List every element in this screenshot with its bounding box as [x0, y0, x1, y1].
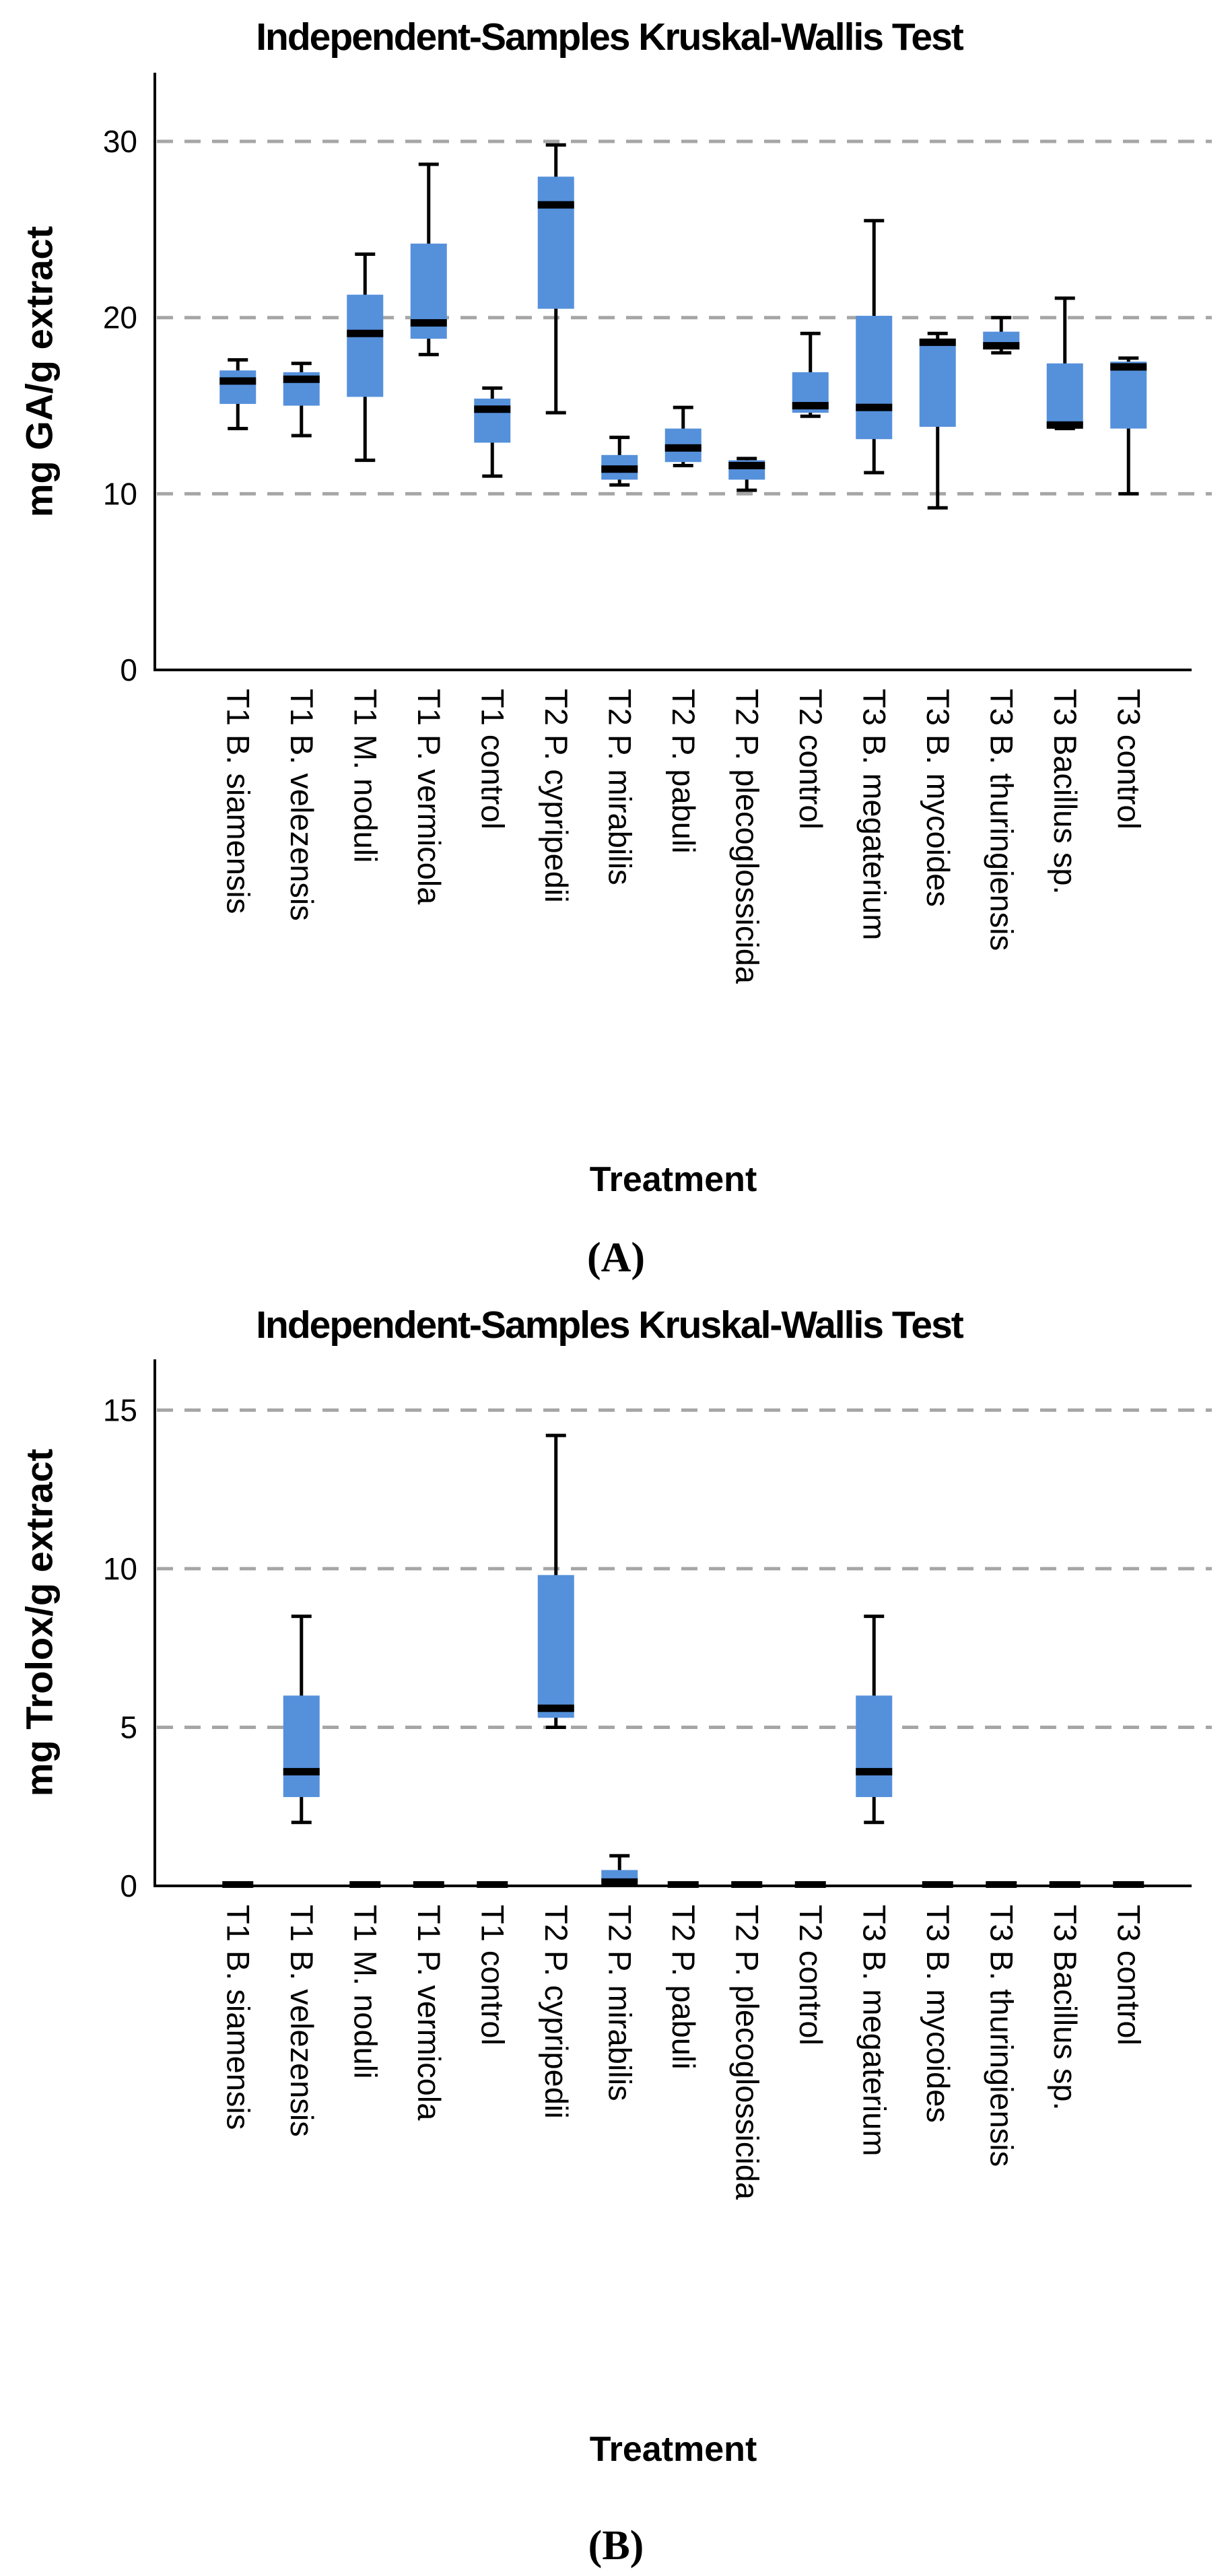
- flat-zero-dash: [667, 1881, 699, 1888]
- category-label: T2 control: [793, 689, 829, 829]
- y-tick-label: 5: [120, 1709, 137, 1744]
- iqr-box: [1046, 363, 1083, 427]
- median-line: [856, 1767, 893, 1775]
- boxplot-chart-B: 0 5 10 15 T1 B. siamensis T1 B. velezensis T1 …: [103, 1359, 1212, 2200]
- median-line: [983, 342, 1020, 350]
- median-line: [664, 444, 701, 452]
- category-label: T1 control: [475, 689, 510, 829]
- y-tick-label: 20: [103, 300, 137, 335]
- panel-A: 0 10 20 30 T1 B. siamensis T1 B. velezensis T1…: [18, 15, 1212, 1281]
- y-tick-label: 15: [103, 1392, 137, 1427]
- median-line: [919, 338, 956, 346]
- x-axis-title: Treatment: [589, 1160, 757, 1199]
- chart-title: Independent-Samples Kruskal-Wallis Test: [256, 1303, 964, 1347]
- category-label: T3 Bacillus sp.: [1048, 689, 1083, 895]
- median-line: [1110, 363, 1147, 371]
- iqr-box: [283, 1695, 320, 1798]
- y-axis-title: mg Trolox/g extract: [18, 1448, 61, 1797]
- iqr-box: [537, 1575, 574, 1718]
- median-line: [601, 1878, 638, 1886]
- y-tick-label: 30: [103, 124, 137, 159]
- y-tick-label: 10: [103, 476, 137, 511]
- category-label: T2 P. plecoglossicida: [729, 1905, 765, 2200]
- category-label: T3 B. mycoides: [920, 1905, 956, 2123]
- median-line: [347, 329, 384, 337]
- chart-title: Independent-Samples Kruskal-Wallis Test: [256, 15, 964, 59]
- flat-zero-dash: [477, 1881, 508, 1888]
- category-label: T1 B. velezensis: [284, 1905, 320, 2137]
- category-label: T1 B. velezensis: [284, 689, 320, 921]
- category-label: T1 P. vermicola: [411, 1905, 447, 2121]
- median-line: [283, 375, 320, 383]
- median-line: [537, 201, 574, 209]
- category-label: T3 control: [1111, 1905, 1147, 2045]
- category-label: T1 M. noduli: [347, 689, 383, 863]
- iqr-box: [919, 339, 956, 427]
- flat-zero-dash: [986, 1881, 1017, 1888]
- median-line: [856, 403, 893, 411]
- median-line: [219, 377, 256, 385]
- y-tick-label: 10: [103, 1551, 137, 1586]
- iqr-box: [347, 294, 384, 397]
- category-label: T3 B. megaterium: [856, 1905, 892, 2157]
- median-line: [410, 319, 447, 327]
- x-axis-title: Treatment: [589, 2430, 757, 2469]
- y-tick-label: 0: [120, 652, 137, 687]
- flat-zero-dash: [222, 1881, 254, 1888]
- category-label: T2 P. pabuli: [666, 689, 701, 854]
- iqr-box: [537, 176, 574, 309]
- iqr-box: [1110, 362, 1147, 429]
- category-label: T2 P. pabuli: [666, 1905, 701, 2070]
- panel-caption-a: (A): [586, 1235, 646, 1281]
- flat-zero-dash: [349, 1881, 381, 1888]
- iqr-box: [219, 370, 256, 404]
- median-line: [537, 1704, 574, 1712]
- category-label: T3 B. mycoides: [920, 689, 956, 907]
- category-label: T2 P. mirabilis: [602, 689, 638, 885]
- panel-B: 0 5 10 15 T1 B. siamensis T1 B. velezensis T1 …: [0, 1288, 1232, 2576]
- category-label: T1 M. noduli: [347, 1905, 383, 2079]
- flat-zero-dash: [1049, 1881, 1081, 1888]
- panel-caption-b: (B): [588, 2523, 644, 2569]
- iqr-box: [856, 316, 893, 440]
- flat-zero-dash: [1113, 1881, 1144, 1888]
- category-label: T3 B. thuringiensis: [984, 1905, 1019, 2167]
- median-line: [474, 405, 511, 413]
- median-line: [792, 402, 829, 410]
- category-label: T2 control: [793, 1905, 829, 2045]
- y-tick-label: 0: [120, 1868, 137, 1903]
- category-label: T1 B. siamensis: [220, 689, 256, 914]
- category-label: T2 P. plecoglossicida: [729, 689, 765, 984]
- category-label: T3 Bacillus sp.: [1048, 1905, 1083, 2111]
- flat-zero-dash: [794, 1881, 826, 1888]
- median-line: [283, 1767, 320, 1775]
- median-line: [1046, 421, 1083, 429]
- median-line: [601, 465, 638, 473]
- median-line: [728, 461, 765, 469]
- y-axis-title: mg GA/g extract: [18, 226, 61, 518]
- flat-zero-dash: [922, 1881, 953, 1888]
- flat-zero-dash: [731, 1881, 763, 1888]
- category-label: T3 B. megaterium: [856, 689, 892, 941]
- category-label: T1 P. vermicola: [411, 689, 447, 905]
- flat-zero-dash: [413, 1881, 444, 1888]
- boxplot-chart-A: 0 10 20 30 T1 B. siamensis T1 B. velezensis T1…: [103, 73, 1212, 984]
- category-label: T3 B. thuringiensis: [984, 689, 1019, 951]
- category-label: T2 P. cypripedii: [539, 689, 574, 903]
- category-label: T1 B. siamensis: [220, 1905, 256, 2130]
- category-label: T1 control: [475, 1905, 510, 2045]
- category-label: T2 P. mirabilis: [602, 1905, 638, 2101]
- category-label: T3 control: [1111, 689, 1147, 829]
- iqr-box: [856, 1695, 893, 1798]
- category-label: T2 P. cypripedii: [539, 1905, 574, 2119]
- iqr-box: [474, 399, 511, 443]
